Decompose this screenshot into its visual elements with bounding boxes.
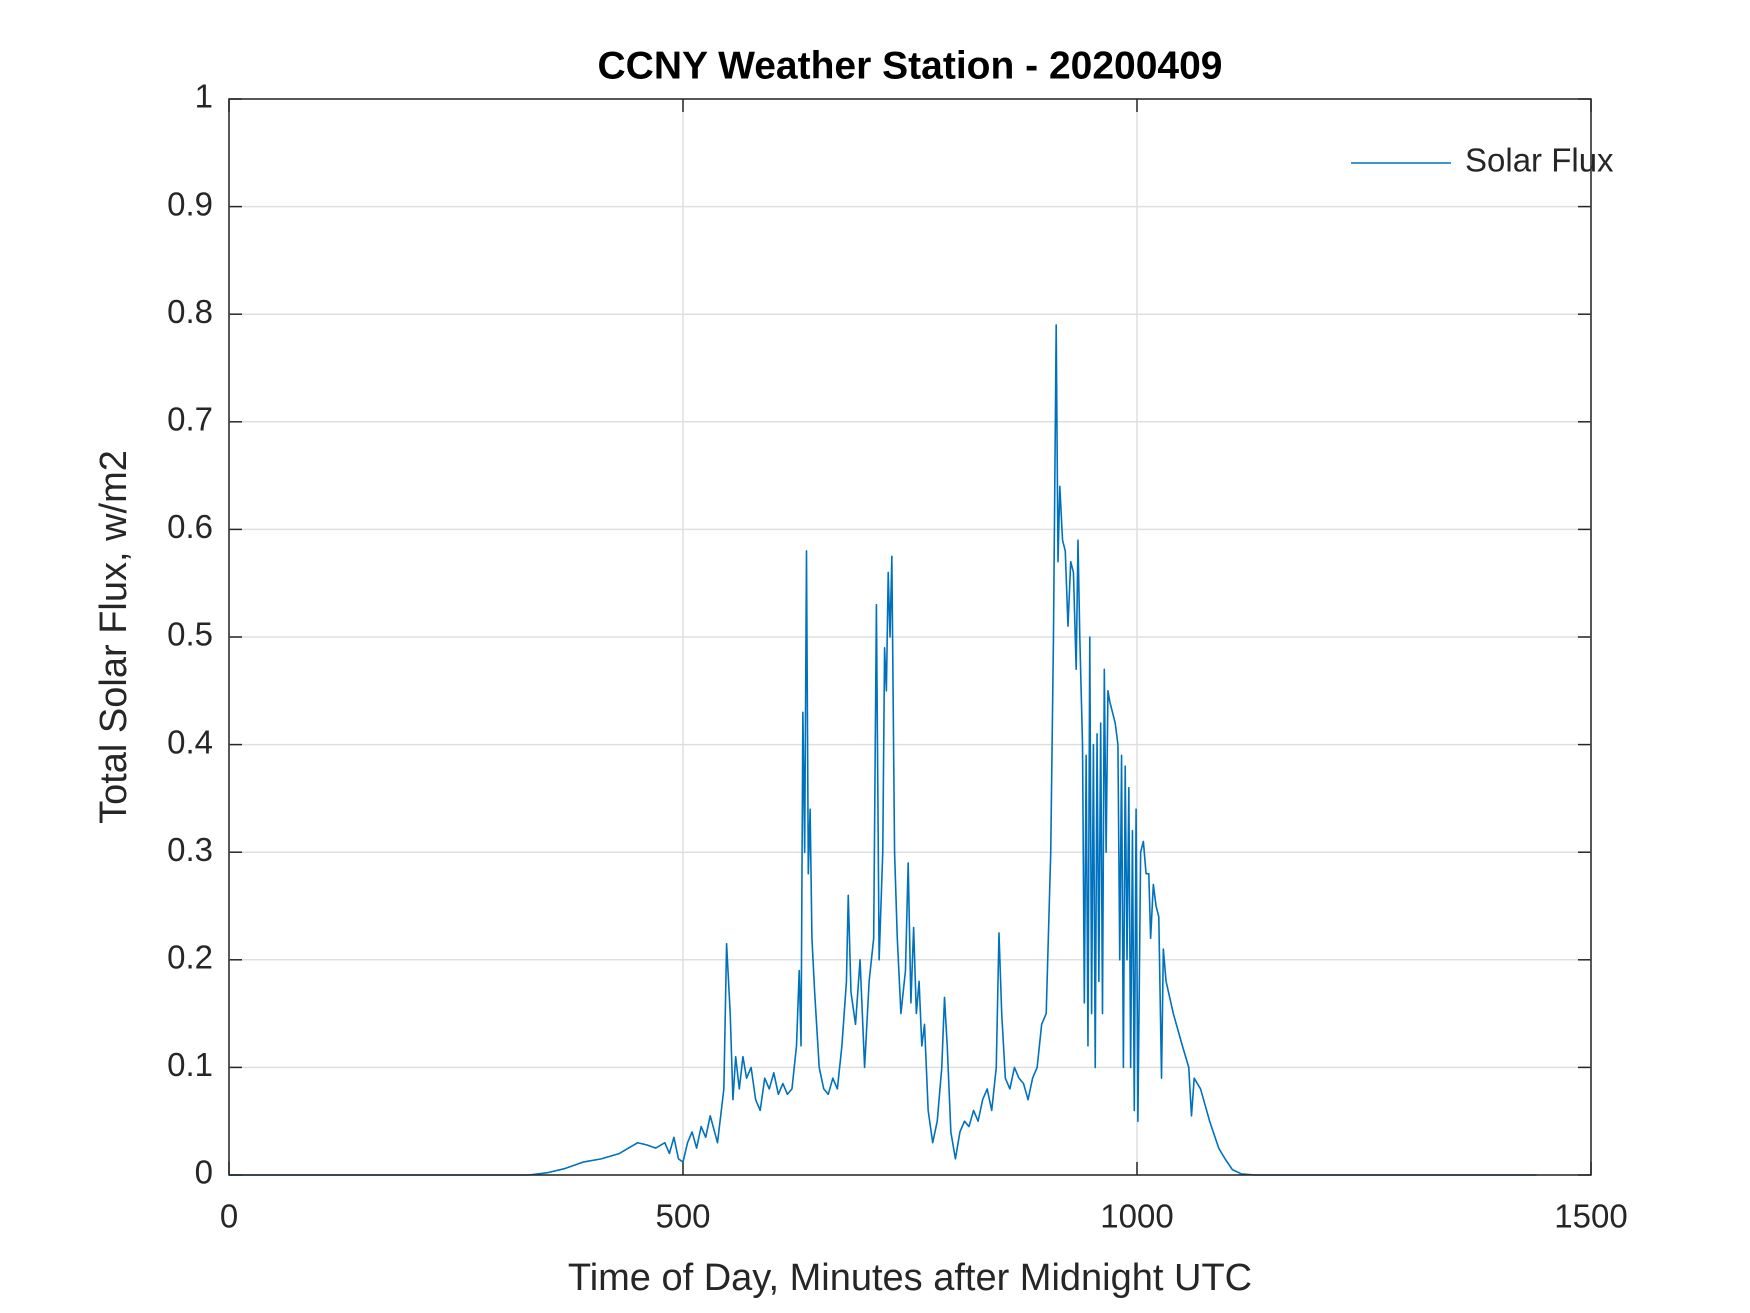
y-tick-label: 0.3	[167, 831, 213, 868]
x-tick-label: 500	[655, 1198, 710, 1235]
y-tick-label: 0.1	[167, 1046, 213, 1083]
y-tick-label: 0.2	[167, 939, 213, 976]
y-axis-label: Total Solar Flux, w/m2	[93, 450, 135, 824]
y-tick-label: 0.5	[167, 616, 213, 653]
x-tick-label: 1000	[1100, 1198, 1173, 1235]
chart-title: CCNY Weather Station - 20200409	[598, 44, 1223, 87]
y-tick-label: 0.7	[167, 401, 213, 438]
y-tick-label: 1	[195, 78, 213, 115]
x-tick-label: 1500	[1554, 1198, 1627, 1235]
y-tick-label: 0.9	[167, 185, 213, 222]
data-line	[229, 324, 1537, 1176]
y-tick-label: 0.8	[167, 293, 213, 330]
y-tick-label: 0.4	[167, 723, 213, 760]
x-tick-label: 0	[220, 1198, 238, 1235]
x-axis-label: Time of Day, Minutes after Midnight UTC	[568, 1257, 1252, 1299]
y-tick-label: 0	[195, 1154, 213, 1191]
axes-box	[228, 98, 1592, 1176]
y-tick-label: 0.6	[167, 508, 213, 545]
legend-label: Solar Flux	[1465, 142, 1614, 179]
